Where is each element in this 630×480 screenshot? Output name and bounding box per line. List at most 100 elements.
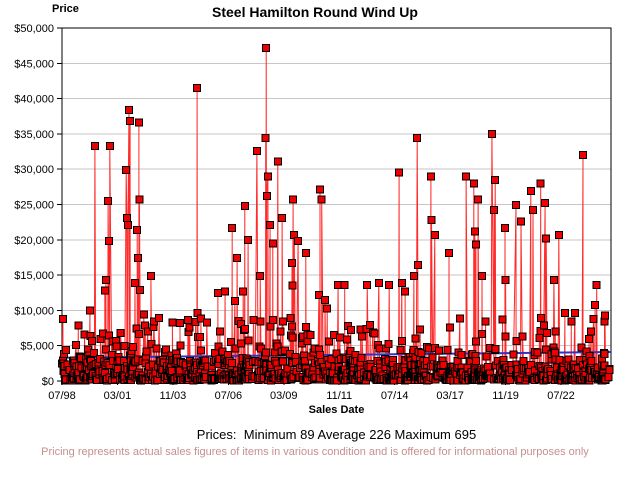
data-point-marker	[541, 199, 550, 208]
data-point-marker	[551, 327, 560, 336]
data-point-marker	[288, 333, 297, 342]
data-point-marker	[395, 168, 404, 177]
data-point-marker	[585, 335, 593, 344]
data-point-marker	[462, 172, 471, 181]
data-point-marker	[268, 239, 277, 248]
data-point-marker	[86, 306, 94, 315]
data-point-marker	[61, 345, 70, 354]
data-point-marker	[374, 278, 383, 287]
data-point-marker	[215, 327, 224, 336]
data-point-marker	[430, 230, 439, 239]
data-point-marker	[104, 197, 113, 205]
data-point-marker	[512, 336, 521, 345]
data-point-marker	[536, 179, 545, 188]
data-point-marker	[357, 354, 366, 362]
data-point-marker	[128, 343, 137, 352]
data-point-marker	[512, 201, 520, 210]
data-point-marker	[101, 276, 110, 284]
chart-title: Steel Hamilton Round Wind Up	[212, 4, 418, 20]
data-point-marker	[470, 227, 479, 236]
data-point-marker	[233, 254, 242, 263]
data-point-marker	[346, 326, 355, 335]
data-point-marker	[125, 105, 133, 114]
data-point-marker	[560, 309, 569, 318]
data-point-marker	[542, 234, 551, 243]
data-point-marker	[152, 344, 161, 353]
data-point-marker	[551, 349, 559, 358]
data-point-marker	[58, 314, 67, 323]
data-point-marker	[278, 213, 287, 222]
data-point-marker	[314, 290, 323, 299]
data-point-marker	[435, 346, 444, 355]
y-tick-label: $10,000	[14, 305, 54, 317]
data-point-marker	[411, 334, 420, 343]
data-point-marker	[375, 344, 384, 353]
x-axis-title: Sales Date	[308, 404, 365, 416]
data-point-marker	[439, 361, 448, 370]
y-tick-label: $50,000	[14, 23, 54, 35]
data-point-marker	[120, 342, 129, 350]
data-point-marker	[340, 281, 349, 289]
data-point-marker	[112, 342, 121, 351]
data-point-marker	[591, 300, 600, 309]
data-point-marker	[105, 141, 114, 150]
data-point-marker	[316, 351, 324, 359]
data-point-marker	[227, 338, 236, 346]
data-point-marker	[445, 323, 454, 332]
x-tick-label: 03/01	[104, 390, 132, 402]
data-point-marker	[490, 206, 499, 215]
data-point-marker	[477, 330, 486, 338]
y-tick-label: $0	[42, 376, 54, 388]
data-point-marker	[184, 316, 192, 325]
x-tick-label: 03/17	[436, 390, 464, 402]
data-point-marker	[301, 249, 310, 258]
data-point-marker	[317, 195, 326, 204]
data-point-marker	[176, 319, 184, 328]
data-point-marker	[196, 333, 205, 342]
data-point-marker	[587, 357, 596, 365]
data-point-marker	[176, 341, 185, 350]
data-point-marker	[366, 321, 375, 329]
data-point-marker	[491, 175, 500, 184]
data-point-marker	[469, 179, 478, 188]
data-point-marker	[526, 187, 535, 196]
data-point-marker	[244, 235, 253, 244]
data-point-marker	[262, 43, 271, 52]
y-tick-label: $15,000	[14, 270, 54, 282]
data-point-marker	[335, 333, 344, 342]
data-point-marker	[549, 276, 558, 284]
data-point-marker	[102, 345, 111, 354]
data-point-marker	[74, 321, 83, 330]
data-point-marker	[555, 355, 564, 364]
data-point-marker	[162, 345, 171, 354]
data-point-marker	[519, 357, 528, 366]
data-point-marker	[600, 349, 609, 358]
data-point-marker	[263, 172, 272, 181]
data-point-marker	[155, 314, 164, 323]
data-point-marker	[592, 281, 601, 289]
data-point-marker	[509, 350, 518, 359]
data-point-marker	[501, 276, 510, 284]
data-point-marker	[501, 332, 510, 341]
data-point-marker	[605, 365, 614, 374]
data-point-marker	[240, 325, 249, 334]
data-point-marker	[306, 330, 315, 339]
data-point-marker	[134, 118, 143, 127]
data-point-marker	[126, 117, 135, 126]
data-point-marker	[185, 323, 194, 332]
prices-summary: Prices: Minimum 89 Average 226 Maximum 6…	[196, 427, 477, 442]
data-point-marker	[316, 185, 324, 194]
data-point-marker	[116, 328, 125, 337]
data-point-marker	[276, 327, 285, 336]
data-point-marker	[487, 129, 496, 138]
data-point-marker	[279, 317, 287, 326]
data-point-marker	[230, 297, 239, 306]
data-point-marker	[416, 325, 425, 334]
data-point-marker	[279, 357, 288, 366]
data-point-marker	[471, 240, 480, 249]
data-point-marker	[445, 249, 453, 258]
data-point-marker	[535, 334, 544, 343]
data-point-marker	[237, 339, 246, 348]
data-point-marker	[261, 134, 270, 143]
data-point-marker	[133, 254, 142, 263]
